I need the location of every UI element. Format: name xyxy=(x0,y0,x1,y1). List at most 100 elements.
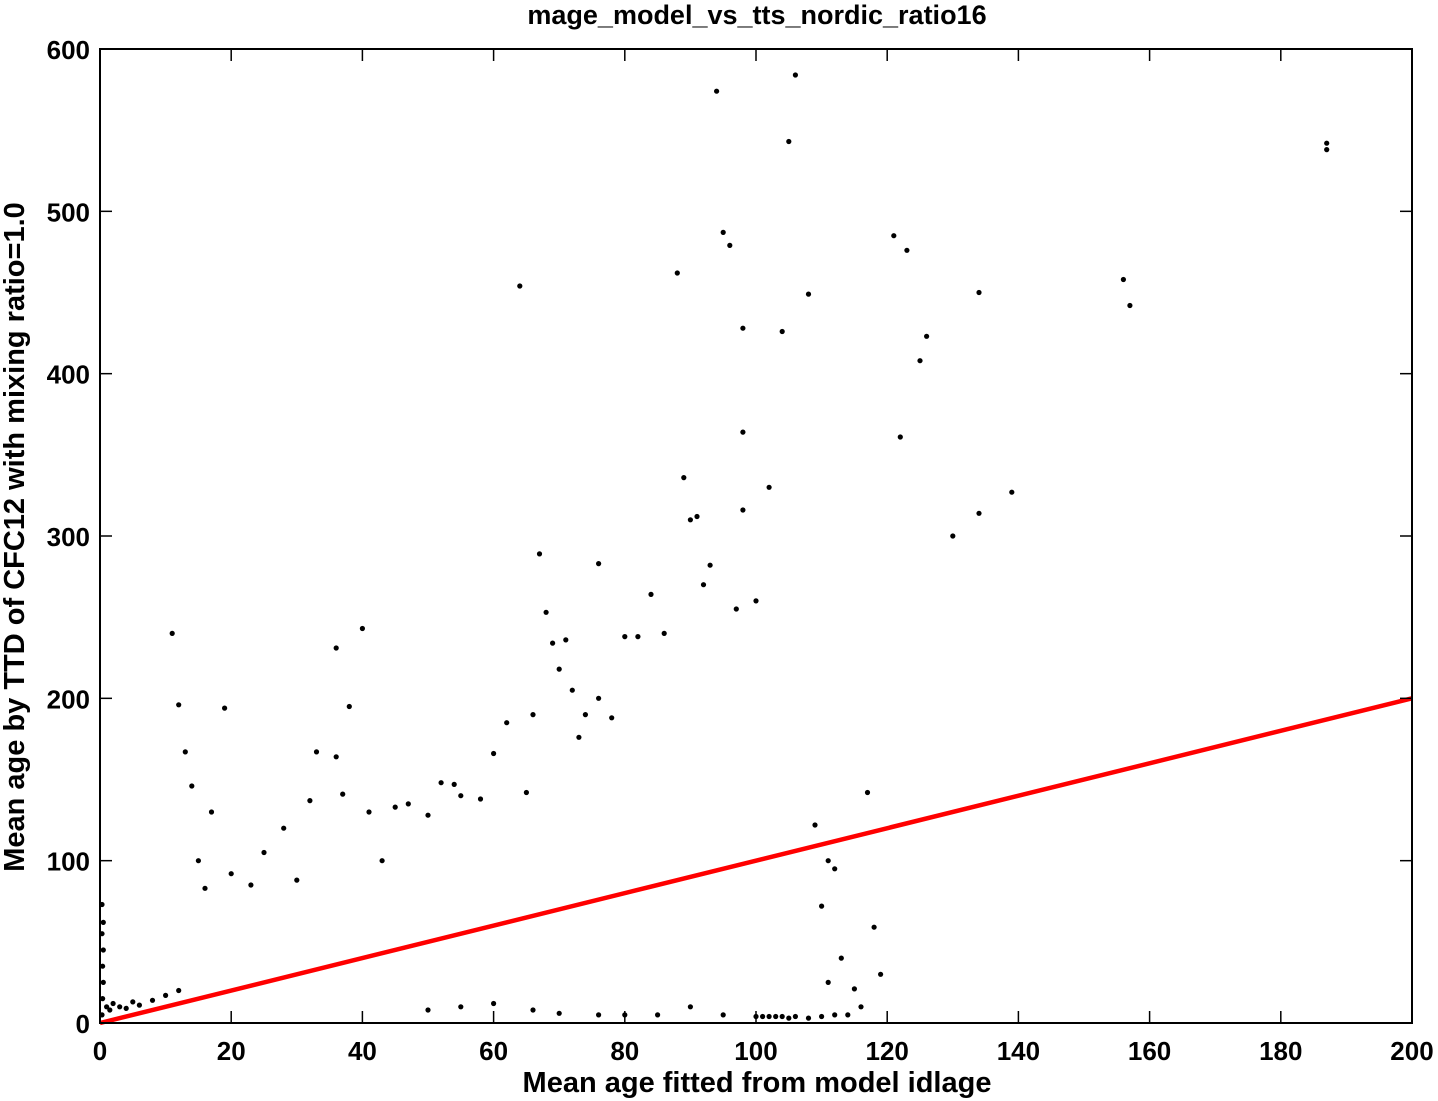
data-point xyxy=(556,1010,562,1016)
data-point xyxy=(753,598,759,604)
data-point xyxy=(163,992,169,999)
data-point xyxy=(878,971,884,977)
data-point xyxy=(107,1007,113,1013)
data-point xyxy=(727,242,733,248)
x-tick-label: 100 xyxy=(734,1036,777,1066)
y-tick-label: 0 xyxy=(76,1009,90,1039)
data-point xyxy=(1120,276,1126,283)
data-point xyxy=(379,858,385,864)
data-point xyxy=(786,138,792,145)
x-tick-label: 60 xyxy=(479,1036,508,1066)
data-point xyxy=(786,1015,792,1021)
data-point xyxy=(740,429,746,435)
data-point xyxy=(582,712,589,718)
data-point xyxy=(871,924,877,930)
data-point xyxy=(392,804,398,810)
data-point xyxy=(208,809,215,815)
data-point xyxy=(635,634,641,640)
x-tick-label: 140 xyxy=(997,1036,1040,1066)
data-point xyxy=(1127,302,1133,309)
data-point xyxy=(596,695,602,701)
data-point xyxy=(792,72,799,78)
data-point xyxy=(189,783,195,789)
data-point xyxy=(904,247,910,253)
data-point xyxy=(569,687,575,693)
data-point xyxy=(766,1013,772,1020)
y-tick-label: 100 xyxy=(47,847,90,877)
data-point xyxy=(176,987,182,994)
axis-ticks: 0 20 40 60 80 100 120 140 160 180 200 0 100 200 300 400… xyxy=(47,35,1434,1066)
plot-frame xyxy=(99,48,1413,1024)
x-tick-label: 160 xyxy=(1128,1036,1171,1066)
data-point xyxy=(536,551,543,557)
y-tick-label: 300 xyxy=(47,522,90,552)
data-point xyxy=(1324,147,1330,153)
data-point xyxy=(681,475,687,481)
data-point xyxy=(805,1015,812,1021)
data-point xyxy=(700,582,707,588)
data-point xyxy=(491,1000,497,1007)
data-point xyxy=(779,328,785,335)
data-point xyxy=(550,640,556,646)
data-point xyxy=(504,720,510,726)
data-point xyxy=(100,979,106,986)
data-point xyxy=(760,1013,766,1020)
data-point xyxy=(733,606,739,612)
data-point xyxy=(176,702,182,708)
y-axis-label: Mean age by TTD of CFC12 with mixing rat… xyxy=(0,202,31,872)
data-point xyxy=(425,1007,431,1013)
data-point xyxy=(281,825,287,831)
data-point xyxy=(104,1004,110,1010)
data-point xyxy=(169,630,175,637)
y-tick-label: 400 xyxy=(47,360,90,390)
data-point xyxy=(825,858,831,864)
data-point xyxy=(1009,489,1015,495)
data-point xyxy=(110,1000,116,1007)
data-point xyxy=(359,625,365,632)
data-point xyxy=(438,780,444,786)
data-point xyxy=(622,634,628,640)
x-tick-label: 180 xyxy=(1259,1036,1302,1066)
data-point xyxy=(740,325,746,331)
data-point xyxy=(687,517,694,523)
x-tick-label: 20 xyxy=(217,1036,246,1066)
data-point xyxy=(248,882,254,888)
data-point xyxy=(307,798,313,804)
data-point xyxy=(740,507,746,513)
data-point xyxy=(864,789,871,796)
data-point xyxy=(530,1007,536,1013)
data-point xyxy=(182,749,188,755)
x-tick-label: 80 xyxy=(610,1036,639,1066)
x-tick-label: 120 xyxy=(866,1036,909,1066)
data-point xyxy=(530,712,536,718)
data-point xyxy=(714,88,720,94)
data-point xyxy=(100,963,106,969)
data-point xyxy=(491,750,497,757)
data-point xyxy=(1324,140,1330,146)
data-point xyxy=(195,858,201,864)
data-point xyxy=(845,1012,851,1018)
data-point xyxy=(100,996,106,1002)
data-point xyxy=(950,533,956,539)
data-point xyxy=(792,1013,799,1020)
data-point xyxy=(655,1012,661,1018)
data-point xyxy=(556,666,562,672)
data-point xyxy=(576,734,582,740)
data-point xyxy=(819,903,825,909)
data-point xyxy=(976,510,982,516)
data-point xyxy=(851,986,858,992)
data-point xyxy=(812,822,818,828)
data-point xyxy=(136,1002,142,1008)
y-tick-label: 600 xyxy=(47,35,90,65)
reference-line xyxy=(99,696,1413,1026)
data-point xyxy=(838,955,844,961)
data-point xyxy=(366,809,372,815)
data-point xyxy=(661,630,667,637)
data-point xyxy=(100,919,106,926)
data-point xyxy=(405,801,411,807)
y-tick-label: 500 xyxy=(47,197,90,227)
data-point xyxy=(707,562,713,568)
data-point xyxy=(819,1013,825,1020)
data-point xyxy=(687,1004,694,1010)
